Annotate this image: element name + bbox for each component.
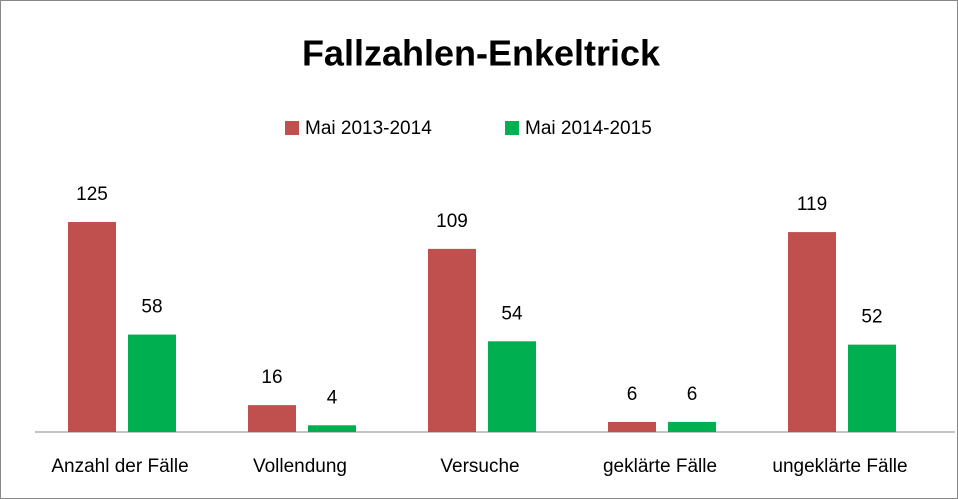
value-label: 109	[436, 211, 468, 232]
x-tick-label: geklärte Fälle	[603, 456, 717, 477]
bar	[68, 222, 116, 432]
value-label: 125	[76, 184, 108, 205]
value-label: 16	[261, 367, 282, 388]
legend-swatch	[285, 121, 299, 135]
bar	[248, 405, 296, 432]
bar	[128, 334, 176, 432]
x-tick-label: Vollendung	[253, 456, 347, 477]
legend-swatch	[505, 121, 519, 135]
value-label: 6	[687, 384, 698, 405]
legend-label: Mai 2014-2015	[525, 118, 652, 139]
x-tick-label: Versuche	[440, 456, 519, 477]
bar	[428, 248, 476, 432]
bar	[608, 421, 656, 432]
bar	[848, 344, 896, 432]
value-label: 52	[861, 307, 882, 328]
legend-label: Mai 2013-2014	[305, 118, 432, 139]
x-tick-label: ungeklärte Fälle	[772, 456, 907, 477]
x-tick-label: Anzahl der Fälle	[51, 456, 188, 477]
value-label: 6	[627, 384, 638, 405]
bar	[788, 232, 836, 432]
bar	[308, 425, 356, 432]
value-label: 58	[141, 297, 162, 318]
value-label: 4	[327, 387, 338, 408]
chart-title: Fallzahlen-Enkeltrick	[302, 33, 661, 74]
bar	[488, 341, 536, 432]
bar	[668, 421, 716, 432]
value-label: 54	[501, 303, 523, 324]
value-label: 119	[797, 194, 827, 215]
